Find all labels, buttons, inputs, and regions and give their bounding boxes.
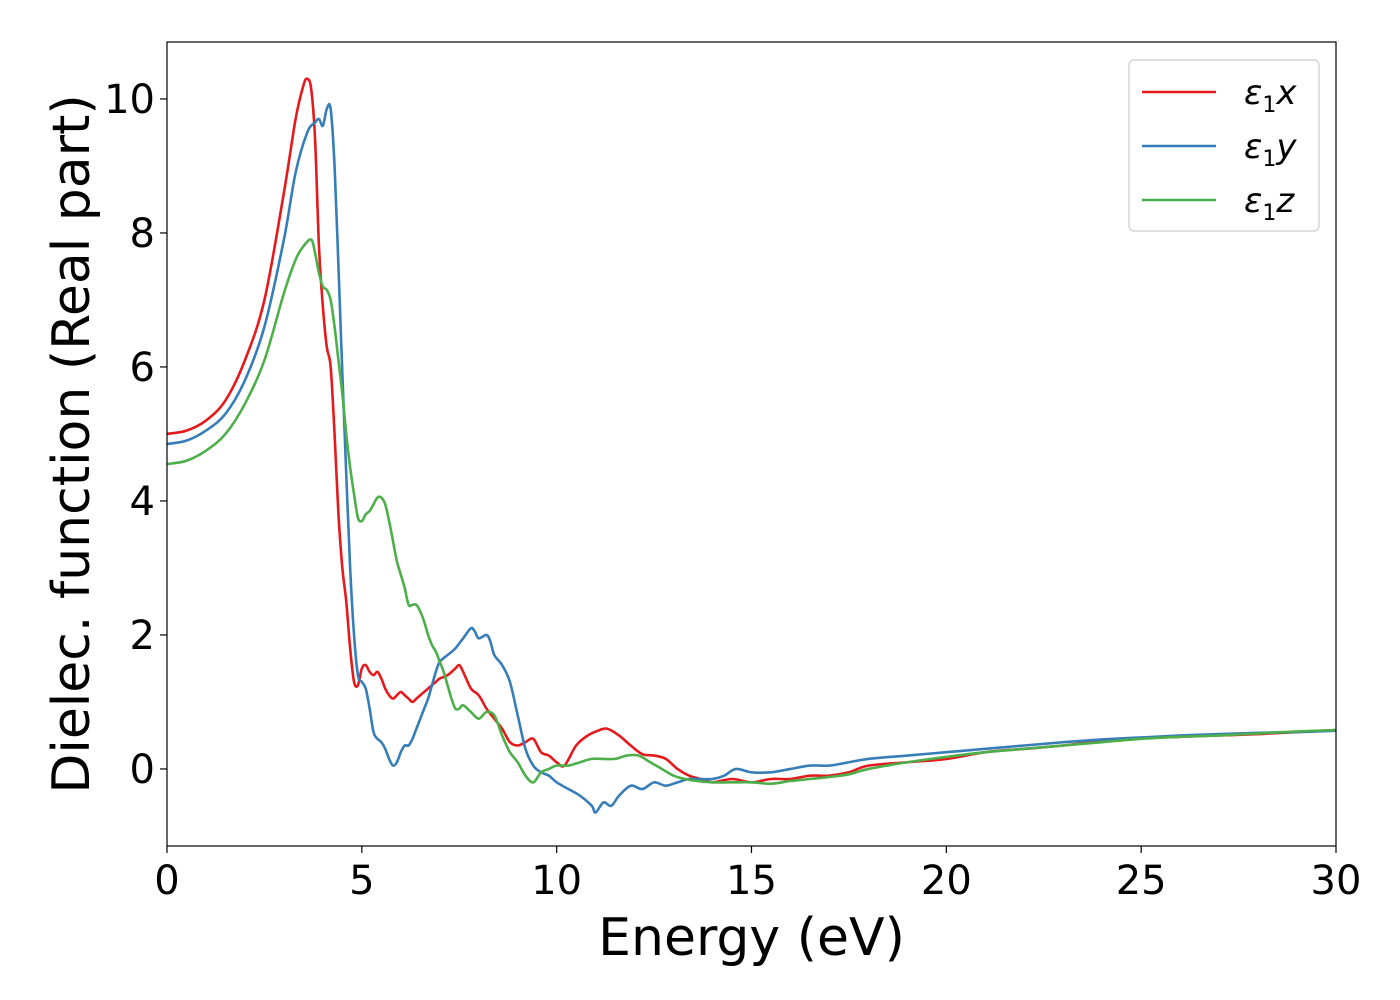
x-axis-label: Energy (eV): [598, 908, 905, 968]
x-axis: 0 5 10 15 20 25 30: [154, 846, 1361, 904]
legend-box: [1128, 59, 1320, 232]
series-line-x: [167, 77, 1336, 784]
legend-label-y: ε1y: [1244, 127, 1297, 172]
x-tick-label: 5: [349, 858, 374, 904]
legend-component: x: [1275, 73, 1297, 113]
y-tick-label: 2: [130, 613, 155, 659]
y-tick-label: 10: [104, 77, 155, 123]
y-axis-label: Dielec. function (Real part): [42, 94, 102, 793]
x-tick-label: 10: [531, 858, 582, 904]
series-line-z: [167, 238, 1336, 786]
x-tick-label: 0: [154, 858, 179, 904]
x-tick-label: 25: [1116, 858, 1167, 904]
legend-subscript: 1: [1262, 201, 1276, 226]
legend-label-z: ε1z: [1244, 181, 1295, 226]
series-layer: [167, 77, 1336, 814]
legend-symbol: ε: [1244, 181, 1262, 221]
legend-component: z: [1275, 181, 1295, 221]
y-axis: 0 2 4 6 8 10: [104, 77, 167, 793]
y-tick-label: 0: [130, 747, 155, 793]
legend-subscript: 1: [1262, 147, 1276, 172]
legend-symbol: ε: [1244, 127, 1262, 167]
x-tick-label: 20: [921, 858, 972, 904]
legend-component: y: [1275, 127, 1297, 167]
legend-label-x: ε1x: [1244, 73, 1297, 118]
x-tick-label: 15: [726, 858, 777, 904]
series-line-y: [167, 102, 1336, 814]
y-tick-label: 8: [130, 211, 155, 257]
y-tick-label: 6: [130, 345, 155, 391]
legend-subscript: 1: [1262, 93, 1276, 118]
x-tick-label: 30: [1311, 858, 1362, 904]
y-tick-label: 4: [130, 479, 155, 525]
legend-symbol: ε: [1244, 73, 1262, 113]
